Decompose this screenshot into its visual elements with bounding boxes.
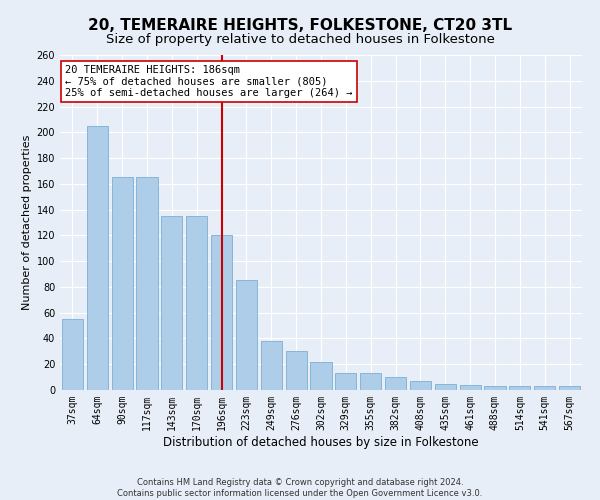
Bar [310,362,332,390]
Bar [261,341,282,390]
Bar [509,386,530,390]
Text: 20 TEMERAIRE HEIGHTS: 186sqm
← 75% of detached houses are smaller (805)
25% of s: 20 TEMERAIRE HEIGHTS: 186sqm ← 75% of de… [65,65,353,98]
Text: Size of property relative to detached houses in Folkestone: Size of property relative to detached ho… [106,32,494,46]
Bar [236,280,257,390]
Text: Contains HM Land Registry data © Crown copyright and database right 2024.
Contai: Contains HM Land Registry data © Crown c… [118,478,482,498]
Bar [460,385,481,390]
Text: 20, TEMERAIRE HEIGHTS, FOLKESTONE, CT20 3TL: 20, TEMERAIRE HEIGHTS, FOLKESTONE, CT20 … [88,18,512,32]
Bar [335,373,356,390]
Bar [161,216,182,390]
Bar [435,384,456,390]
Bar [385,377,406,390]
Bar [112,178,133,390]
Bar [484,386,506,390]
Bar [286,352,307,390]
Bar [410,381,431,390]
Bar [62,319,83,390]
Bar [360,373,381,390]
Y-axis label: Number of detached properties: Number of detached properties [22,135,32,310]
Bar [186,216,207,390]
Bar [87,126,108,390]
Bar [136,178,158,390]
X-axis label: Distribution of detached houses by size in Folkestone: Distribution of detached houses by size … [163,436,479,448]
Bar [211,236,232,390]
Bar [559,386,580,390]
Bar [534,386,555,390]
